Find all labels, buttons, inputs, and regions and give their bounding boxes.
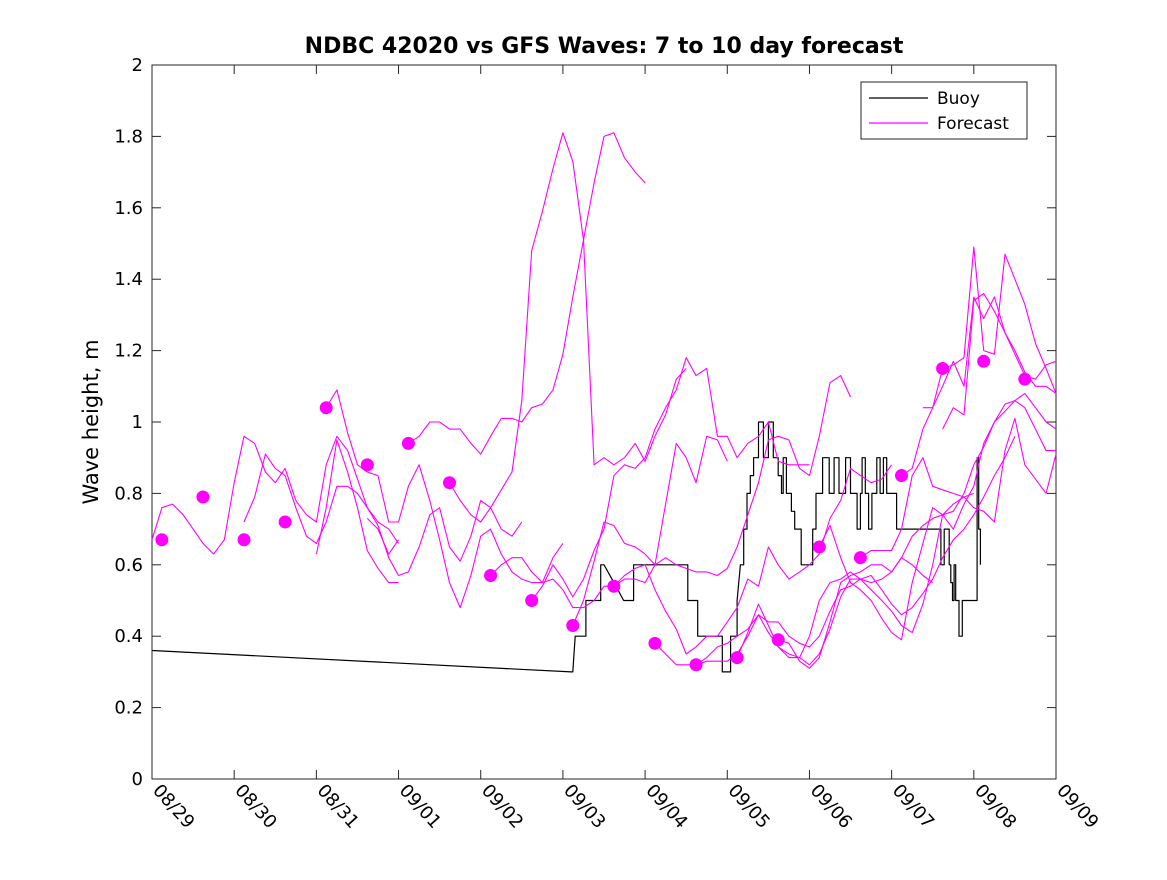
buoy-series-line bbox=[151, 421, 982, 673]
forecast-series-line bbox=[860, 417, 1057, 559]
forecast-series-line bbox=[736, 436, 1016, 666]
forecast-marker bbox=[894, 469, 908, 483]
forecast-marker bbox=[566, 618, 580, 632]
y-tick-label: 0.2 bbox=[114, 698, 143, 719]
y-tick-label: 1.6 bbox=[114, 198, 143, 219]
forecast-marker bbox=[319, 401, 333, 415]
y-tick-label: 0.8 bbox=[114, 483, 143, 504]
forecast-marker bbox=[812, 540, 826, 554]
forecast-marker bbox=[401, 436, 415, 450]
y-tick-label: 0.4 bbox=[114, 626, 143, 647]
forecast-marker bbox=[237, 533, 251, 547]
forecast-series-line bbox=[778, 392, 1057, 669]
forecast-series-line bbox=[818, 400, 1056, 641]
chart-title: NDBC 42020 vs GFS Waves: 7 to 10 day for… bbox=[305, 34, 904, 59]
forecast-marker bbox=[730, 651, 744, 665]
forecast-series-line bbox=[151, 435, 399, 555]
y-axis-label: Wave height, m bbox=[79, 339, 103, 504]
forecast-series-line bbox=[922, 296, 1057, 409]
forecast-series-line bbox=[572, 375, 852, 626]
forecast-marker bbox=[771, 633, 785, 647]
forecast-marker bbox=[442, 476, 456, 490]
forecast-series-line bbox=[531, 357, 810, 601]
forecast-series-line bbox=[315, 439, 399, 584]
forecast-series-line bbox=[408, 132, 646, 455]
forecast-marker bbox=[853, 551, 867, 565]
forecast-series-line bbox=[942, 292, 1057, 430]
legend-box bbox=[860, 81, 1028, 140]
forecast-marker bbox=[525, 594, 539, 607]
y-tick-label: 1.4 bbox=[114, 269, 143, 290]
y-tick-label: 1.8 bbox=[114, 126, 143, 147]
y-tick-label: 0 bbox=[132, 769, 143, 790]
y-tick-label: 0.6 bbox=[114, 555, 143, 576]
forecast-marker bbox=[196, 490, 210, 504]
forecast-marker bbox=[155, 533, 169, 547]
y-tick-label: 1.2 bbox=[114, 341, 143, 362]
legend-label-buoy: Buoy bbox=[937, 89, 980, 109]
forecast-marker bbox=[1018, 372, 1032, 386]
forecast-series-line bbox=[613, 464, 893, 655]
forecast-series-line bbox=[449, 132, 687, 523]
forecast-marker bbox=[977, 354, 991, 368]
forecast-marker bbox=[689, 658, 703, 672]
legend-label-forecast: Forecast bbox=[937, 114, 1009, 134]
forecast-series-line bbox=[901, 246, 1057, 477]
forecast-marker bbox=[360, 458, 374, 472]
forecast-marker bbox=[648, 636, 662, 650]
y-tick-label: 1 bbox=[132, 412, 143, 433]
forecast-marker bbox=[936, 361, 950, 375]
forecast-marker bbox=[484, 569, 498, 583]
forecast-series-line bbox=[366, 518, 399, 555]
forecast-marker bbox=[607, 579, 621, 593]
forecast-series-line bbox=[695, 492, 974, 666]
forecast-marker bbox=[278, 515, 292, 529]
y-tick-label: 2 bbox=[132, 55, 143, 76]
